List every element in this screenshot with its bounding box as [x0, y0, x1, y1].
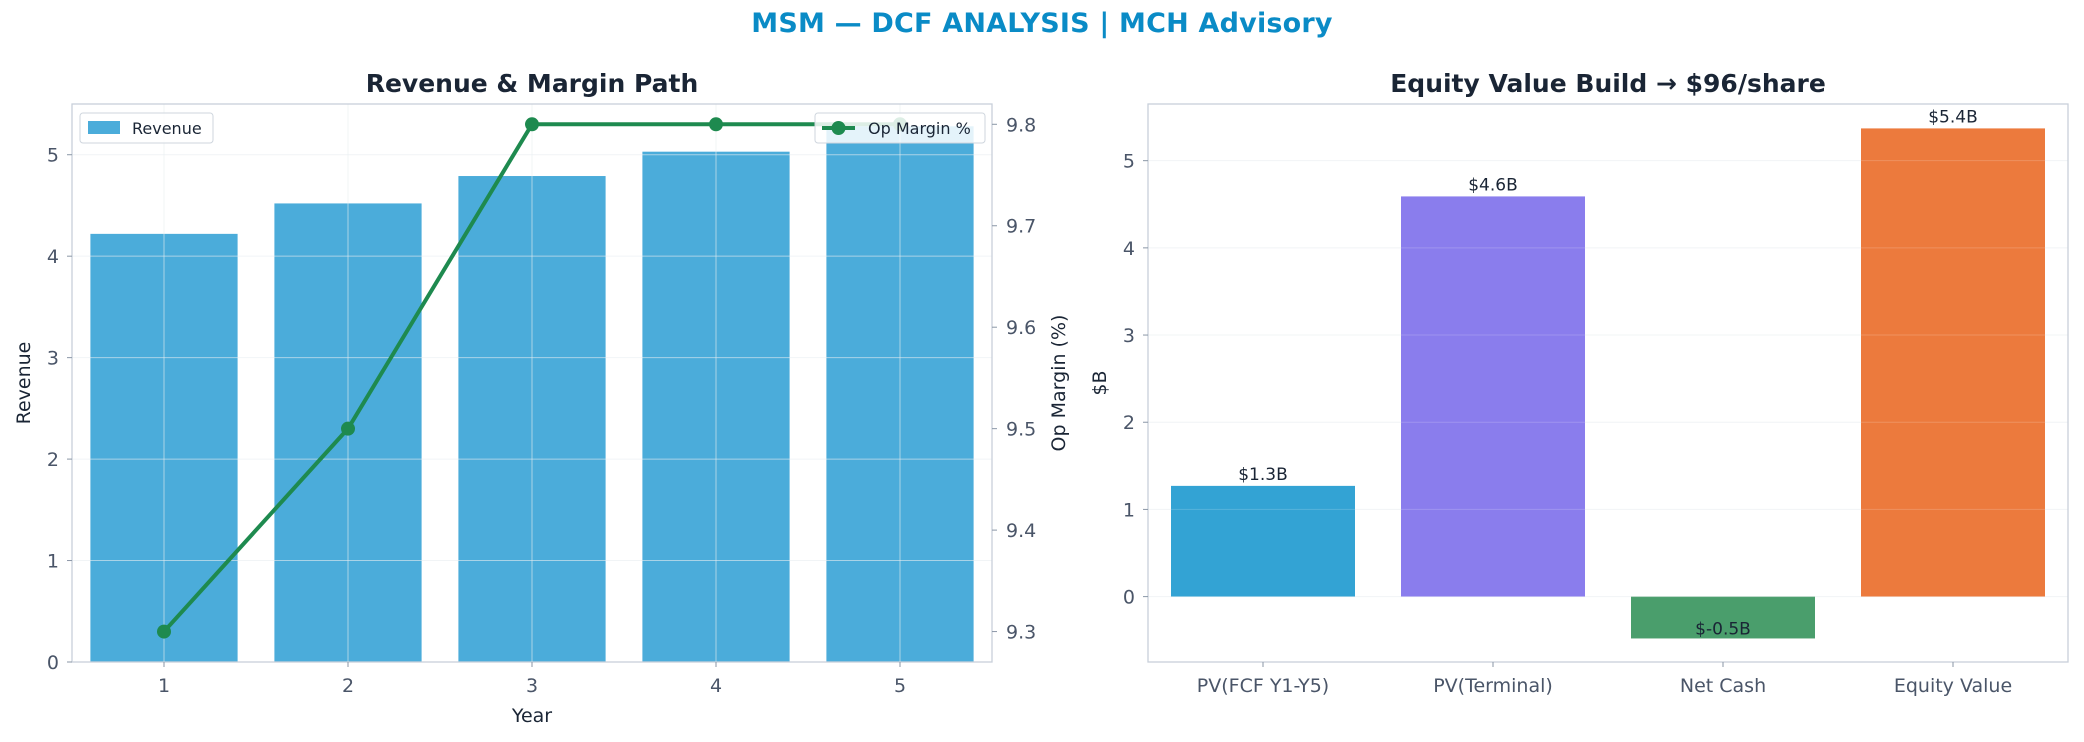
x-tick-label: Equity Value	[1894, 675, 2012, 697]
y2-tick-label: 9.5	[1006, 419, 1036, 441]
y-tick-label: 5	[47, 145, 59, 167]
equity-value-chart: $1.3B $4.6B $-0.5B $5.4B 0 1 2 3 4 5 PV(FCF Y1-Y5)…	[1089, 69, 2069, 697]
x-tick-label: 5	[894, 675, 906, 697]
x-tick-label: Net Cash	[1680, 675, 1766, 697]
x-tick-label: 2	[342, 675, 354, 697]
equity-bar	[1401, 196, 1585, 597]
y-axis-label: $B	[1089, 370, 1111, 395]
y-tick-label: 0	[1123, 587, 1135, 609]
y-tick-label: 3	[47, 348, 59, 370]
op-margin-point	[341, 421, 355, 436]
op-margin-point	[525, 117, 539, 132]
chart-title: Revenue & Margin Path	[366, 69, 699, 98]
x-tick-label: 4	[710, 675, 722, 697]
legend-label-revenue: Revenue	[132, 119, 202, 138]
bar-value-label: $1.3B	[1238, 465, 1288, 485]
equity-bar	[1631, 596, 1815, 639]
x-tick-label: PV(Terminal)	[1433, 675, 1553, 697]
bar-value-label: $4.6B	[1468, 175, 1518, 195]
y-tick-label: 2	[47, 449, 59, 471]
revenue-margin-chart: 0 1 2 3 4 5 9.3 9.4 9.5 9.6 9.7 9.8 1 2 3 4 5 Revenue & M…	[13, 69, 1070, 727]
y2-tick-label: 9.4	[1006, 520, 1036, 542]
y2-axis-label: Op Margin (%)	[1048, 315, 1070, 452]
legend-swatch-marker	[831, 121, 846, 135]
y-axis-label: Revenue	[13, 342, 35, 425]
x-axis-label: Year	[511, 705, 552, 727]
x-tick-label: 3	[526, 675, 538, 697]
y-tick-label: 1	[1123, 499, 1135, 521]
y-tick-label: 5	[1123, 151, 1135, 173]
legend-label-op-margin: Op Margin %	[868, 119, 971, 138]
x-tick-label: 1	[158, 675, 170, 697]
legend-box	[79, 112, 214, 144]
y2-tick-label: 9.7	[1006, 216, 1036, 238]
legend-box	[814, 112, 986, 144]
legend-swatch-revenue	[88, 121, 120, 134]
y-tick-label: 3	[1123, 325, 1135, 347]
op-margin-legend: Op Margin %	[814, 112, 986, 144]
equity-bar	[1861, 128, 2045, 597]
y2-tick-label: 9.3	[1006, 622, 1036, 644]
y-tick-label: 2	[1123, 412, 1135, 434]
y-tick-label: 4	[1123, 238, 1135, 260]
bar-value-label: $-0.5B	[1695, 619, 1751, 639]
x-tick-label: PV(FCF Y1-Y5)	[1197, 675, 1329, 697]
page-title: MSM — DCF ANALYSIS | MCH Advisory	[751, 8, 1333, 39]
equity-bar	[1171, 485, 1355, 597]
op-margin-point	[157, 624, 171, 639]
y2-tick-label: 9.6	[1006, 317, 1036, 339]
op-margin-point	[709, 117, 723, 132]
chart-title: Equity Value Build → $96/share	[1390, 69, 1826, 98]
y-tick-label: 4	[47, 246, 59, 268]
y-tick-label: 0	[47, 652, 59, 674]
y-tick-label: 1	[47, 551, 59, 573]
revenue-legend: Revenue	[79, 112, 214, 144]
y2-tick-label: 9.8	[1006, 114, 1036, 136]
bar-value-label: $5.4B	[1928, 107, 1978, 127]
plot-frame	[1147, 103, 2069, 663]
